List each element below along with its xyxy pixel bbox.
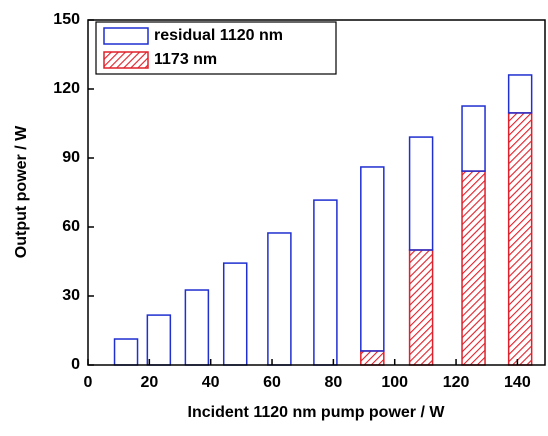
y-tick-label: 0 (71, 356, 80, 373)
x-tick-label: 40 (202, 374, 220, 391)
plot-frame (87, 19, 546, 366)
bar-segment (184, 289, 210, 366)
x-tick-label: 120 (443, 374, 470, 391)
x-tick-label: 140 (504, 374, 531, 391)
y-tick-label: 150 (53, 11, 80, 28)
bar-segment (146, 314, 172, 366)
bar-segment (113, 338, 139, 366)
x-axis-title: Incident 1120 nm pump power / W (188, 404, 446, 421)
bar-segment (360, 166, 385, 352)
bar-segment (313, 199, 338, 366)
y-axis-title: Output power / W (13, 125, 30, 258)
bar-segment (461, 105, 486, 172)
bar-segment (507, 74, 533, 114)
y-tick-label: 60 (62, 218, 80, 235)
legend-label: residual 1120 nm (154, 27, 283, 44)
bar-segment (461, 170, 486, 366)
x-tick-label: 60 (263, 374, 281, 391)
bar-segment (408, 249, 434, 366)
y-tick-label: 120 (53, 80, 80, 97)
bar-segment (360, 350, 385, 366)
x-tick-label: 20 (140, 374, 158, 391)
legend-swatch (103, 27, 149, 45)
bar-segment (222, 262, 248, 366)
bar-segment (507, 112, 533, 366)
y-tick-label: 90 (62, 149, 80, 166)
bar-segment (267, 232, 292, 366)
x-tick-label: 80 (324, 374, 342, 391)
x-tick-label: 0 (84, 374, 93, 391)
x-tick-label: 100 (381, 374, 408, 391)
legend-swatch (103, 51, 149, 69)
legend-label: 1173 nm (154, 51, 217, 68)
y-tick-label: 30 (62, 287, 80, 304)
bar-segment (408, 136, 434, 251)
